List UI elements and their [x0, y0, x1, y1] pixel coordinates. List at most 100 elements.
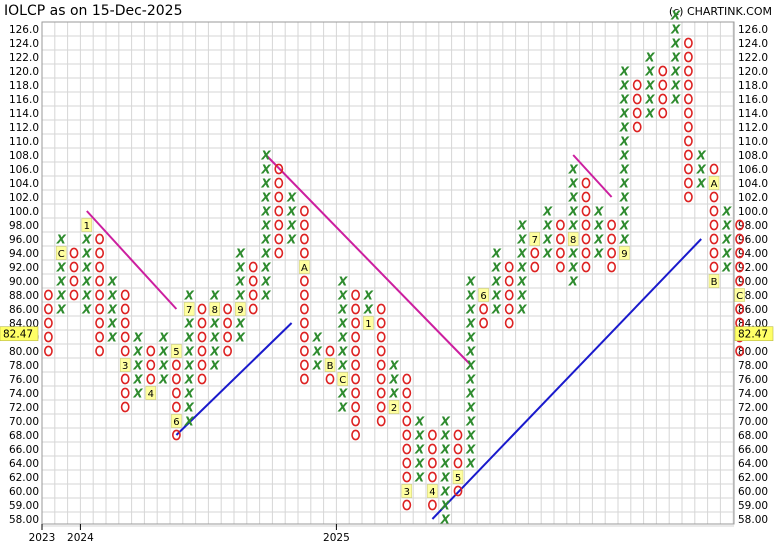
- o-mark: [684, 149, 693, 161]
- x-mark: X: [465, 443, 476, 457]
- o-mark: [581, 219, 591, 231]
- y-tick-label: 96.00: [738, 234, 768, 246]
- o-mark: [581, 261, 591, 273]
- x-mark: X: [260, 163, 271, 177]
- o-mark: [427, 457, 437, 469]
- o-mark: [197, 303, 207, 315]
- o-mark: [735, 345, 744, 357]
- x-mark: X: [132, 331, 143, 345]
- x-mark: X: [516, 275, 527, 289]
- o-mark: [402, 499, 412, 511]
- x-mark: X: [465, 345, 476, 359]
- x-mark: X: [235, 289, 246, 303]
- y-tick-label: 90.00: [738, 276, 768, 288]
- month-marker-box: [299, 260, 310, 274]
- x-mark: X: [56, 261, 67, 275]
- o-mark: [248, 275, 258, 287]
- o-mark: [479, 303, 488, 315]
- o-mark: [402, 471, 412, 483]
- x-mark: X: [568, 219, 579, 233]
- x-mark: X: [209, 331, 220, 345]
- y-tick-label: 64.00: [9, 458, 39, 470]
- x-mark: X: [619, 219, 630, 233]
- y-tick-label: 88.00: [9, 290, 39, 302]
- month-marker: 4: [429, 487, 435, 498]
- x-mark: X: [568, 261, 579, 275]
- y-tick-label: 106.0: [738, 164, 768, 176]
- o-mark: [735, 275, 744, 287]
- x-mark: X: [260, 149, 271, 163]
- o-mark: [120, 289, 130, 301]
- o-mark: [632, 79, 642, 91]
- x-mark: X: [619, 107, 630, 121]
- x-mark: X: [440, 513, 451, 527]
- o-mark: [376, 359, 386, 371]
- x-mark: X: [184, 289, 195, 303]
- o-mark: [709, 247, 719, 259]
- pf-column-o: 4: [145, 345, 157, 400]
- x-mark: X: [619, 65, 630, 79]
- y-tick-label: 110.0: [9, 136, 39, 148]
- y-tick-label: 116.0: [738, 94, 768, 106]
- o-mark: [530, 247, 540, 259]
- x-tick-label: 2024: [67, 532, 94, 544]
- pf-column-o: 4: [427, 429, 438, 511]
- x-mark: X: [158, 359, 169, 373]
- x-mark: X: [107, 317, 118, 331]
- x-mark: X: [286, 191, 297, 205]
- x-mark: X: [312, 331, 323, 345]
- x-mark: X: [721, 261, 732, 275]
- o-mark: [376, 303, 386, 315]
- x-mark: X: [158, 331, 169, 345]
- o-mark: [274, 219, 284, 231]
- x-mark: X: [593, 233, 604, 247]
- x-mark: X: [644, 107, 655, 121]
- y-tick-label: 112.0: [9, 122, 39, 134]
- o-mark: [402, 401, 412, 413]
- y-tick-label: 70.00: [738, 416, 768, 428]
- o-mark: [684, 191, 693, 203]
- o-mark: [69, 289, 79, 301]
- month-marker-box: [145, 386, 157, 400]
- o-mark: [351, 345, 360, 357]
- x-mark: X: [337, 345, 348, 359]
- month-marker-box: [55, 246, 67, 260]
- y-tick-label: 104.0: [738, 178, 768, 190]
- o-mark: [325, 345, 335, 357]
- x-mark: X: [696, 177, 707, 191]
- y-tick-label: 118.0: [9, 80, 39, 92]
- o-mark: [274, 191, 284, 203]
- x-mark: X: [593, 219, 604, 233]
- o-mark: [223, 331, 232, 343]
- x-mark: X: [235, 261, 246, 275]
- month-marker-box: [171, 344, 182, 358]
- o-mark: [684, 65, 693, 77]
- o-mark: [709, 163, 719, 175]
- x-mark: X: [568, 247, 579, 261]
- y-tick-label: 116.0: [9, 94, 39, 106]
- o-mark: [120, 401, 130, 413]
- o-mark: [299, 219, 309, 231]
- x-mark: X: [184, 373, 195, 387]
- x-mark: X: [56, 275, 67, 289]
- x-mark: X: [619, 135, 630, 149]
- o-mark: [402, 415, 412, 427]
- x-mark: X: [184, 415, 195, 429]
- x-mark: X: [286, 205, 297, 219]
- x-mark: X: [491, 261, 502, 275]
- month-marker-box: [529, 232, 541, 246]
- pf-column-o: 3: [401, 373, 413, 511]
- x-mark: X: [184, 345, 195, 359]
- o-mark: [248, 289, 258, 301]
- y-tick-label: 108.0: [738, 150, 768, 162]
- y-tick-label: 100.0: [738, 206, 768, 218]
- support-line: [175, 322, 293, 436]
- x-mark: X: [337, 359, 348, 373]
- y-tick-label: 76.00: [9, 374, 39, 386]
- x-mark: X: [465, 373, 476, 387]
- o-mark: [120, 387, 130, 399]
- o-mark: [197, 359, 207, 371]
- x-mark: X: [337, 331, 348, 345]
- o-mark: [299, 345, 309, 357]
